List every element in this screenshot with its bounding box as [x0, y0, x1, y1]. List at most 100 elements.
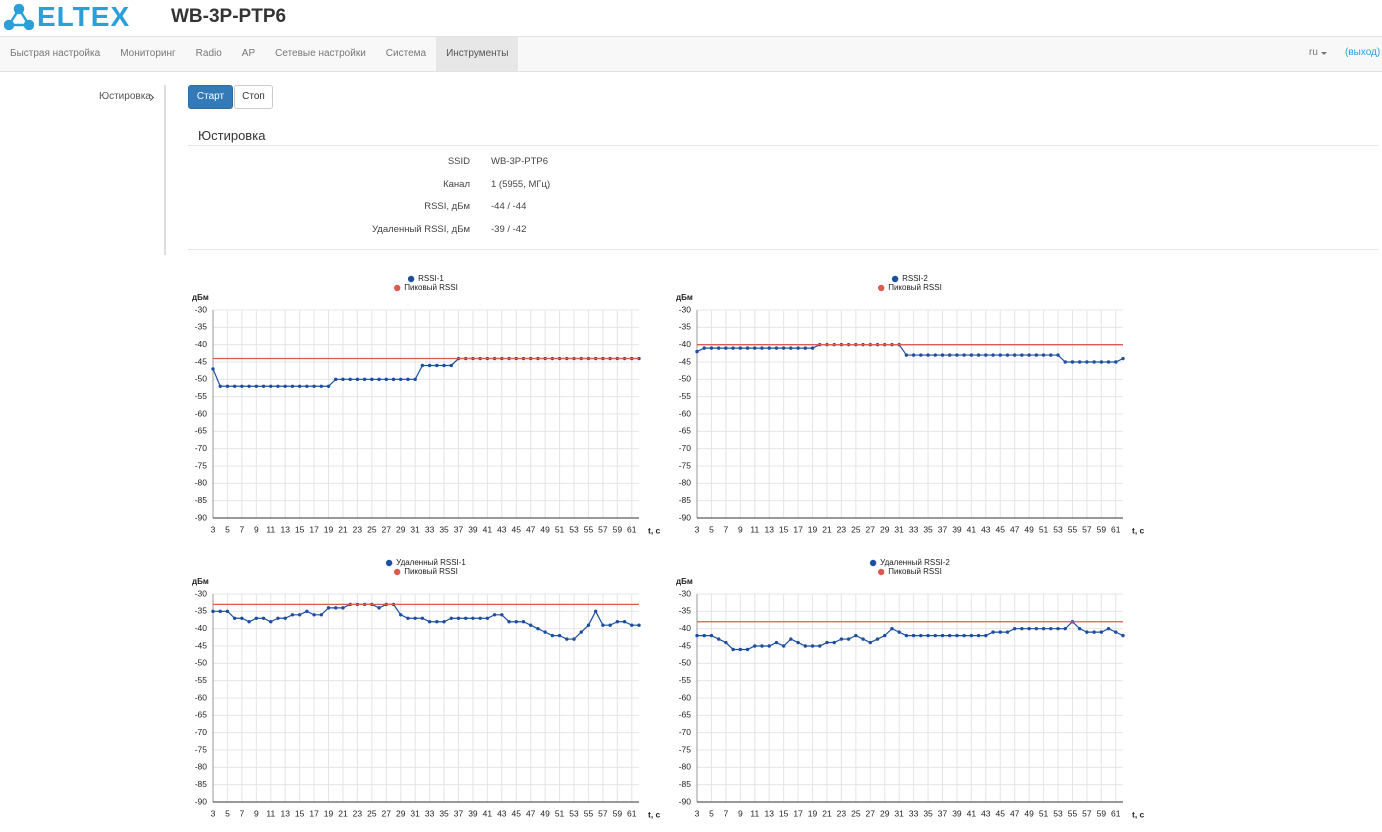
x-tick-label: 51 [1039, 808, 1049, 818]
data-point [485, 616, 490, 620]
legend-label: Пиковый RSSI [404, 567, 458, 576]
x-tick-label: 9 [738, 808, 743, 818]
x-tick-label: 11 [266, 808, 275, 818]
data-point [1063, 360, 1067, 364]
data-point [254, 384, 259, 388]
data-point [832, 640, 836, 645]
data-point [781, 346, 786, 350]
y-tick-label: -30 [195, 588, 208, 598]
data-point [753, 644, 757, 648]
data-point [406, 377, 410, 382]
data-point [276, 616, 280, 620]
y-tick-label: -65 [679, 426, 692, 436]
y-axis-label: дБм [676, 577, 693, 586]
nav-item[interactable]: Инструменты [436, 37, 519, 71]
data-point [254, 616, 259, 620]
data-point [326, 606, 331, 610]
x-tick-label: 57 [598, 808, 608, 818]
x-tick-label: 47 [526, 808, 536, 818]
x-tick-label: 27 [382, 808, 392, 818]
data-point [362, 377, 367, 382]
x-axis-label: t, c [1132, 525, 1145, 535]
data-point [962, 633, 966, 638]
x-tick-label: 49 [1024, 524, 1034, 534]
y-tick-label: -55 [195, 675, 208, 685]
row-label: RSSI, дБм [424, 201, 470, 212]
y-tick-label: -45 [195, 640, 208, 650]
y-tick-label: -70 [679, 443, 692, 453]
x-tick-label: 51 [1039, 524, 1049, 534]
x-tick-label: 7 [724, 524, 729, 534]
caret [1321, 52, 1327, 55]
nav-item[interactable]: AP [241, 48, 256, 59]
x-tick-label: 25 [367, 808, 377, 818]
data-point [507, 620, 511, 624]
data-point [1012, 353, 1017, 357]
data-point [565, 637, 569, 641]
y-tick-label: -80 [195, 762, 208, 772]
nav-item[interactable]: Быстрая настройка [10, 48, 101, 59]
data-point [586, 623, 591, 627]
data-point [825, 640, 829, 645]
x-tick-label: 59 [1097, 808, 1107, 818]
nav-item[interactable]: Сетевые настройки [275, 48, 366, 59]
data-point [536, 626, 540, 631]
sidebar-item[interactable]: Юстировка [99, 91, 151, 102]
data-point [334, 606, 338, 610]
x-tick-label: 53 [569, 808, 579, 818]
data-point [1041, 626, 1046, 631]
x-tick-label: 29 [396, 524, 406, 534]
data-point [211, 609, 215, 614]
x-tick-label: 37 [454, 808, 464, 818]
data-point [883, 633, 887, 638]
data-point [355, 377, 360, 382]
data-point [435, 620, 439, 624]
nav-item[interactable]: Radio [195, 48, 222, 59]
legend-label: RSSI-1 [418, 274, 444, 283]
x-tick-label: 13 [764, 808, 774, 818]
y-tick-label: -75 [195, 460, 208, 470]
section-title: Юстировка [198, 128, 266, 143]
data-point [919, 353, 923, 357]
legend-label: RSSI-2 [902, 274, 928, 283]
data-point [738, 346, 743, 350]
data-point [810, 644, 815, 648]
nav-item[interactable]: Система [385, 48, 427, 59]
x-tick-label: 35 [923, 808, 933, 818]
legend-label: Удаленный RSSI-1 [396, 558, 466, 567]
y-tick-label: -60 [195, 408, 208, 418]
x-axis-label: t, c [1132, 809, 1145, 819]
nav-item[interactable]: Мониторинг [120, 48, 176, 59]
stop-button[interactable]: Стоп [234, 85, 273, 109]
data-point [955, 353, 959, 357]
x-tick-label: 33 [425, 524, 435, 534]
x-tick-label: 41 [967, 808, 977, 818]
y-tick-label: -55 [195, 391, 208, 401]
y-tick-label: -85 [195, 779, 208, 789]
data-point [969, 633, 974, 638]
data-point [427, 620, 432, 624]
data-point [984, 353, 988, 357]
row-value: WB-3P-PTP6 [491, 156, 549, 167]
x-tick-label: 5 [709, 524, 714, 534]
start-button[interactable]: Старт [188, 85, 233, 109]
data-point [492, 613, 497, 617]
logout[interactable]: (выход) [1345, 47, 1381, 58]
data-point [630, 623, 634, 627]
y-tick-label: -40 [679, 623, 692, 633]
x-tick-label: 55 [584, 524, 594, 534]
data-point [456, 616, 461, 620]
data-point [269, 384, 273, 388]
legend-marker [407, 275, 415, 283]
data-point [745, 647, 750, 652]
x-tick-label: 7 [240, 808, 245, 818]
data-point [637, 623, 641, 627]
data-point [305, 609, 309, 614]
language[interactable]: ru [1309, 47, 1318, 58]
x-tick-label: 23 [353, 524, 363, 534]
x-tick-label: 45 [996, 808, 1006, 818]
x-tick-label: 59 [613, 808, 623, 818]
x-tick-label: 49 [540, 524, 550, 534]
x-tick-label: 11 [266, 524, 275, 534]
